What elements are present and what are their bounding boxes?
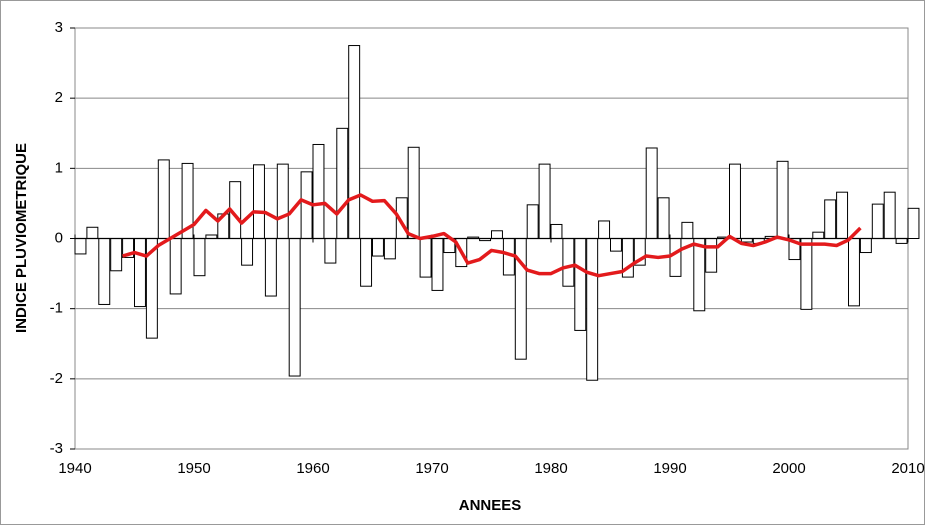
bar (586, 238, 599, 381)
bar (110, 238, 123, 272)
bar (419, 238, 432, 278)
bar (550, 223, 563, 239)
x-tick-label: 2010 (891, 460, 924, 477)
x-tick-label: 1980 (534, 460, 567, 477)
bar (372, 238, 384, 257)
bar (253, 164, 265, 239)
bar (526, 204, 539, 240)
x-tick-label: 1970 (415, 460, 448, 477)
bar (824, 199, 837, 240)
bar (859, 238, 872, 254)
x-tick-label: 1960 (296, 460, 329, 477)
bar (871, 203, 884, 239)
x-axis-title: ANNEES (459, 497, 522, 514)
line (122, 193, 862, 278)
bar (264, 238, 277, 297)
bar (348, 45, 361, 239)
bar (729, 163, 741, 239)
bar (169, 238, 182, 295)
bar (693, 238, 706, 312)
bar (705, 238, 718, 273)
bar (538, 163, 551, 239)
bar (848, 238, 860, 307)
bar (491, 230, 503, 239)
x-tick-label: 2000 (772, 460, 805, 477)
y-tick-label: 2 (55, 89, 63, 106)
y-tick-label: 3 (55, 19, 63, 36)
y-tick-label: 1 (55, 159, 63, 176)
bar (276, 163, 289, 239)
y-tick-label: -1 (50, 300, 63, 317)
y-axis-title: INDICE PLUVIOMETRIQUE (13, 143, 30, 333)
bar (645, 147, 658, 239)
bar (776, 160, 789, 239)
bar (360, 238, 373, 287)
bar (407, 146, 420, 240)
bar (241, 238, 254, 266)
bar (907, 207, 920, 240)
bar (800, 238, 813, 310)
bar (883, 191, 896, 240)
bar (669, 238, 682, 277)
bar (610, 238, 622, 252)
bar (157, 159, 170, 239)
bar (574, 238, 587, 331)
bar (657, 197, 670, 239)
bar (812, 231, 825, 239)
bar (681, 221, 694, 239)
x-tick-label: 1940 (58, 460, 91, 477)
bar (193, 238, 206, 277)
bar (74, 238, 87, 255)
bar (98, 238, 111, 305)
bar (431, 238, 444, 291)
x-tick-label: 1990 (653, 460, 686, 477)
bar (383, 238, 396, 260)
y-tick-label: -2 (50, 370, 63, 387)
bar (312, 143, 325, 239)
bar (562, 238, 575, 287)
bar (86, 226, 99, 239)
bar (134, 238, 146, 308)
bar (288, 238, 301, 377)
y-tick-label: 0 (55, 229, 63, 246)
bar (598, 220, 611, 239)
bar (336, 127, 349, 239)
bar (895, 238, 908, 244)
x-tick-label: 1950 (177, 460, 210, 477)
bar (836, 191, 849, 240)
y-tick-label: -3 (50, 440, 63, 457)
bar (324, 238, 337, 264)
